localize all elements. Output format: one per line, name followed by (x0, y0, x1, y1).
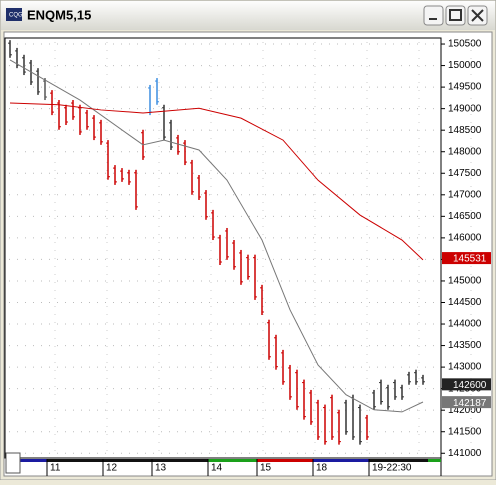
session-strip (18, 459, 47, 462)
date-label: 14 (211, 463, 223, 474)
y-tick-label: 150500 (448, 39, 482, 50)
plot-frame (4, 37, 442, 459)
session-strip (152, 459, 208, 462)
moving-average (9, 59, 424, 413)
y-tick-label: 141500 (448, 426, 482, 437)
y-tick-label: 141000 (448, 448, 482, 459)
session-strip-end (428, 459, 441, 462)
app-icon (6, 8, 22, 21)
price-label-box (442, 378, 491, 391)
session-strip (47, 459, 103, 462)
price-label: 142600 (453, 380, 487, 391)
maximize-icon (449, 9, 462, 21)
scroll-box (5, 452, 21, 474)
price-label: 145531 (453, 254, 487, 265)
y-tick-label: 148500 (448, 125, 482, 136)
y-tick-label: 146500 (448, 211, 482, 222)
session-strip (257, 459, 313, 462)
minimize-button[interactable] (423, 5, 444, 26)
title-bar (1, 1, 495, 30)
moving-average (9, 102, 424, 261)
date-label: 19-22:30 (372, 463, 412, 474)
date-label: 11 (50, 463, 61, 474)
y-tick-label: 148000 (448, 146, 482, 157)
y-tick-label: 143000 (448, 362, 482, 373)
y-tick-label: 146000 (448, 233, 482, 244)
y-tick-label: 143500 (448, 340, 482, 351)
icon-mark: CQG (9, 13, 23, 19)
session-strip (369, 459, 441, 462)
y-tick-label: 147500 (448, 168, 482, 179)
session-strip (208, 459, 257, 462)
y-tick-label: 149000 (448, 103, 482, 114)
y-tick-label: 142000 (448, 405, 482, 416)
maximize-button[interactable] (445, 5, 466, 26)
date-label: 12 (106, 463, 118, 474)
y-tick-label: 144000 (448, 319, 482, 330)
y-tick-label: 149500 (448, 82, 482, 93)
y-tick-label: 145000 (448, 276, 482, 287)
price-label: 142187 (453, 398, 487, 409)
close-icon (471, 9, 484, 22)
date-label: 15 (260, 463, 272, 474)
session-strip (103, 459, 152, 462)
y-tick-label: 150000 (448, 60, 482, 71)
price-label-box (442, 396, 491, 409)
date-label: 13 (155, 463, 167, 474)
window-title: ENQM5,15 (27, 7, 91, 22)
date-label: 18 (316, 463, 328, 474)
y-tick-label: 147000 (448, 189, 482, 200)
session-strip (313, 459, 369, 462)
window-buttons (423, 5, 488, 26)
price-label-box (442, 252, 491, 265)
y-tick-label: 144500 (448, 297, 482, 308)
